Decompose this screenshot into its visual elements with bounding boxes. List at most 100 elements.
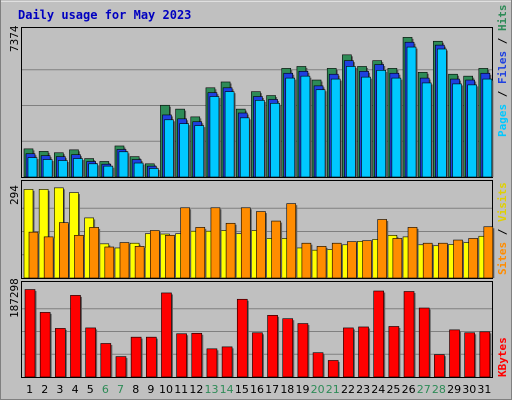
x-tick-label: 29 xyxy=(447,383,461,396)
visits-bar-sites xyxy=(392,238,403,279)
kbytes-bar-kbytes xyxy=(297,323,309,378)
x-tick-label: 20 xyxy=(311,383,325,396)
x-tick-label: 25 xyxy=(386,383,400,396)
kbytes-bar-kbytes xyxy=(236,298,248,378)
visits-bar-sites xyxy=(180,207,190,279)
x-tick-label: 16 xyxy=(250,383,264,396)
kbytes-bar-kbytes xyxy=(327,360,339,378)
kbytes-bar-kbytes xyxy=(221,346,233,378)
kbytes-bar-kbytes xyxy=(145,336,157,378)
visits-bar-sites xyxy=(422,242,433,279)
kbytes-bar-kbytes xyxy=(358,326,369,378)
kbytes-bar-kbytes xyxy=(85,327,96,378)
kbytes-bar-kbytes xyxy=(418,307,430,378)
visits-bar-sites xyxy=(438,242,448,279)
traffic-bar-pages xyxy=(315,89,326,178)
visits-bar-sites xyxy=(195,227,206,279)
x-tick-label: 7 xyxy=(117,383,124,396)
x-tick-label: 19 xyxy=(295,383,309,396)
traffic-bar-pages xyxy=(406,46,417,178)
visits-bar-sites xyxy=(331,242,342,279)
visits-bar-sites xyxy=(271,220,281,279)
visits-bar-sites xyxy=(43,236,54,279)
traffic-bar-pages xyxy=(164,119,174,178)
traffic-bar-pages xyxy=(118,151,129,178)
x-tick-label: 21 xyxy=(326,383,340,396)
traffic-bar-pages xyxy=(270,103,280,178)
traffic-bar-pages xyxy=(255,100,265,178)
kbytes-bar-kbytes xyxy=(115,356,127,378)
visits-bar-sites xyxy=(89,227,99,279)
kbytes-bar-kbytes xyxy=(403,291,415,378)
traffic-bar-pages xyxy=(346,66,356,178)
visits-bar-sites xyxy=(286,203,297,279)
kbytes-bar-kbytes xyxy=(206,348,218,378)
bars-layer xyxy=(22,37,495,378)
legend-pages: Pages xyxy=(496,104,509,137)
traffic-bar-pages xyxy=(452,83,462,178)
visits-legend: Sites / Visits xyxy=(496,182,509,275)
x-tick-label: 4 xyxy=(72,383,79,396)
traffic-max-label: 7374 xyxy=(8,25,21,52)
visits-bar-sites xyxy=(104,246,115,279)
visits-bar-sites xyxy=(165,234,175,279)
traffic-bar-pages xyxy=(361,76,371,178)
kbytes-bar-kbytes xyxy=(479,331,491,378)
kbytes-bar-kbytes xyxy=(388,326,400,378)
visits-bar-sites xyxy=(225,222,236,279)
kbytes-bar-kbytes xyxy=(24,289,36,378)
kbytes-bar-kbytes xyxy=(191,332,203,378)
x-tick-label: 8 xyxy=(132,383,139,396)
kbytes-bar-kbytes xyxy=(267,314,278,378)
x-tick-label: 3 xyxy=(56,383,63,396)
traffic-bar-pages xyxy=(42,159,53,178)
traffic-bar-pages xyxy=(467,84,477,178)
traffic-bar-pages xyxy=(88,163,98,178)
traffic-legend: Pages / Files / Hits xyxy=(496,5,509,138)
x-tick-label: 30 xyxy=(462,383,476,396)
kbytes-bar-kbytes xyxy=(312,352,324,378)
visits-bar-sites xyxy=(59,222,69,279)
kbytes-bar-kbytes xyxy=(282,318,294,378)
visits-bar-sites xyxy=(256,211,266,279)
kbytes-bar-kbytes xyxy=(39,312,51,378)
visits-bar-sites xyxy=(316,246,327,279)
visits-bar-sites xyxy=(134,246,145,279)
kbytes-bar-kbytes xyxy=(161,292,172,378)
x-tick-label: 22 xyxy=(341,383,355,396)
traffic-bar-pages xyxy=(179,123,189,178)
visits-bar-sites xyxy=(149,230,160,279)
traffic-bar-pages xyxy=(330,78,341,178)
x-tick-label: 27 xyxy=(417,383,431,396)
legend-sep-3: / xyxy=(496,222,509,242)
x-tick-label: 2 xyxy=(41,383,48,396)
kbytes-bar-kbytes xyxy=(373,290,385,378)
x-tick-label: 13 xyxy=(205,383,219,396)
traffic-bar-pages xyxy=(194,125,205,178)
visits-bar-sites xyxy=(407,227,418,279)
traffic-bar-pages xyxy=(148,168,159,178)
x-tick-label: 9 xyxy=(147,383,154,396)
visits-bar-sites xyxy=(347,241,357,279)
visits-bar-sites xyxy=(468,238,478,279)
traffic-bar-pages xyxy=(421,82,432,178)
x-tick-label: 17 xyxy=(265,383,279,396)
traffic-bar-pages xyxy=(376,70,387,178)
traffic-bar-pages xyxy=(239,117,250,178)
kbytes-bar-kbytes xyxy=(70,295,81,378)
legend-kbytes: KBytes xyxy=(496,337,509,377)
traffic-bar-pages xyxy=(209,96,220,178)
kbytes-bar-kbytes xyxy=(252,332,263,378)
traffic-bar-pages xyxy=(224,91,235,178)
traffic-bar-pages xyxy=(482,78,493,178)
visits-bar-sites xyxy=(119,242,130,279)
visits-max-label: 294 xyxy=(8,185,21,205)
traffic-bar-pages xyxy=(103,165,114,178)
x-tick-label: 15 xyxy=(235,383,249,396)
visits-bar-sites xyxy=(210,207,221,279)
x-tick-label: 31 xyxy=(477,383,491,396)
traffic-bar-pages xyxy=(27,157,38,178)
x-tick-label: 23 xyxy=(356,383,370,396)
x-tick-label: 12 xyxy=(189,383,203,396)
kbytes-bar-kbytes xyxy=(100,343,112,378)
